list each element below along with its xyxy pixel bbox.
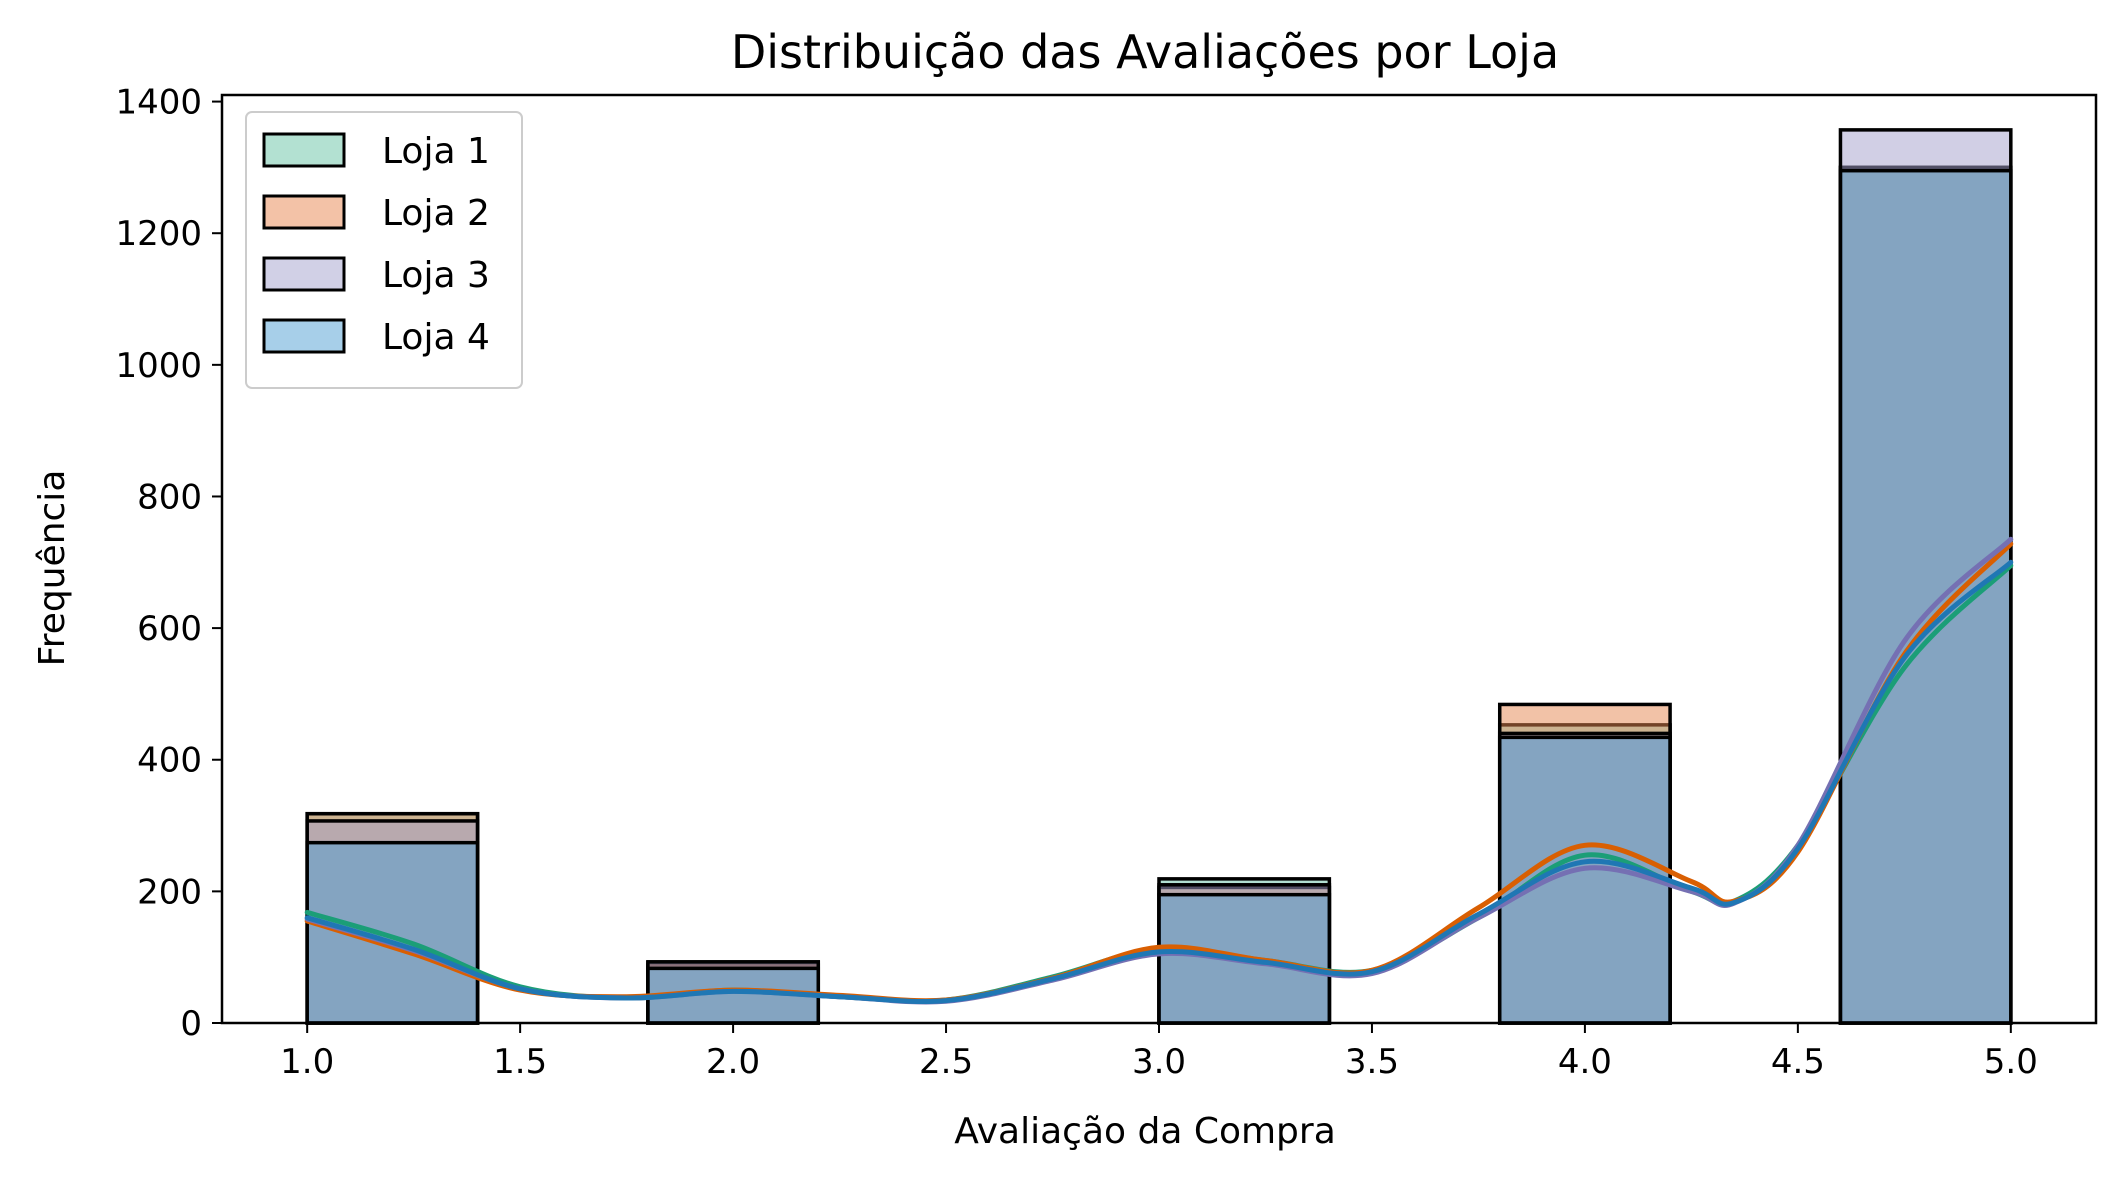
bar-4-4 — [1497, 735, 1672, 1025]
x-tick-label-1: 1.0 — [280, 1042, 334, 1082]
legend-label-1: Loja 1 — [382, 131, 490, 172]
legend-label-3: Loja 3 — [382, 255, 490, 296]
x-tick-label-2: 1.5 — [493, 1042, 547, 1082]
x-tick-label-6: 3.5 — [1345, 1042, 1399, 1082]
legend-swatch-1 — [262, 132, 346, 168]
x-tick-label-5: 3.0 — [1132, 1042, 1186, 1082]
y-tick-label-8: 1400 — [115, 83, 202, 123]
y-tick-label-5: 800 — [137, 477, 202, 517]
bar-4-5 — [1838, 168, 2013, 1025]
legend-label-4: Loja 4 — [382, 317, 490, 358]
y-axis-title: Frequência — [32, 470, 73, 667]
axes-layer: 1.0 1.5 2.0 2.5 3.0 3.5 4.0 4.5 5.0 0 200 400 600 800… — [115, 83, 2098, 1082]
x-tick-label-7: 4.0 — [1558, 1042, 1612, 1082]
y-tick-label-1: 0 — [180, 1004, 202, 1044]
legend-swatch-3 — [262, 256, 346, 292]
x-tick-label-4: 2.5 — [919, 1042, 973, 1082]
bar-4-1 — [305, 840, 480, 1025]
legend-swatch-2 — [262, 194, 346, 230]
x-axis-title: Avaliação da Compra — [954, 1111, 1336, 1152]
legend-label-2: Loja 2 — [382, 193, 490, 234]
kde-line-4 — [304, 559, 2014, 1004]
bars-layer — [305, 128, 2013, 1025]
y-tick-label-7: 1200 — [115, 214, 202, 254]
chart-title: Distribuição das Avaliações por Loja — [731, 25, 1559, 79]
x-tick-label-3: 2.0 — [706, 1042, 760, 1082]
kde-layer — [304, 536, 2014, 1005]
legend: Loja 1 Loja 2 Loja 3 Loja 4 — [245, 111, 523, 389]
x-tick-label-9: 5.0 — [1984, 1042, 2038, 1082]
y-tick-label-6: 1000 — [115, 346, 202, 386]
y-tick-label-4: 600 — [137, 609, 202, 649]
x-tick-label-8: 4.5 — [1771, 1042, 1825, 1082]
y-tick-label-3: 400 — [137, 741, 202, 781]
y-tick-label-2: 200 — [137, 872, 202, 912]
legend-swatch-4 — [262, 318, 346, 354]
